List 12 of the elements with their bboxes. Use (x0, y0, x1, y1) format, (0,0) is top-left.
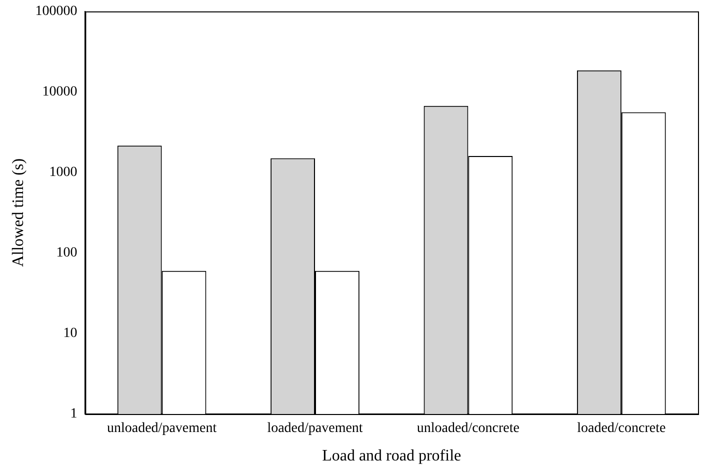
y-axis-title: Allowed time (s) (10, 158, 27, 267)
x-axis-title: Load and road profile (322, 448, 462, 465)
y-tick-label: 100000 (35, 4, 78, 20)
y-tick-label: 1000 (49, 165, 78, 180)
x-tick-label: loaded/concrete (577, 421, 666, 436)
x-tick-label: loaded/pavement (267, 421, 363, 436)
y-tick-label: 10 (63, 326, 78, 342)
x-tick-label: unloaded/pavement (106, 421, 217, 436)
y-tick-label: 1 (70, 406, 78, 422)
y-tick-label: 100 (56, 246, 78, 261)
x-tick-label: unloaded/concrete (416, 421, 520, 436)
y-tick-label: 10000 (42, 84, 78, 100)
